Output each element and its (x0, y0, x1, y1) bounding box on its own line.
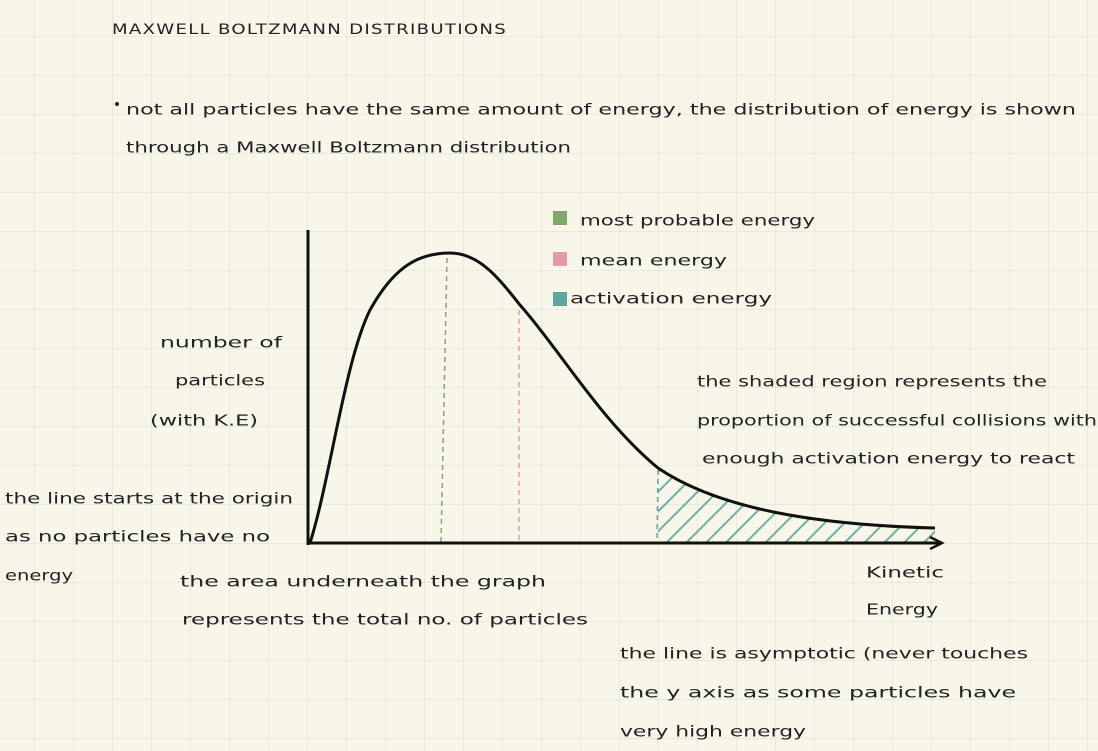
legend-label: mean energy (580, 252, 727, 270)
most-probable-line (440, 257, 448, 544)
annotation: the shaded region represents the (697, 373, 1047, 391)
x-axis-label: Energy (866, 601, 938, 619)
bullet-text: not all particles have the same amount o… (126, 101, 1076, 119)
y-axis-label: particles (175, 372, 265, 390)
annotation: enough activation energy to react (702, 450, 1075, 468)
x-arrow (929, 535, 945, 551)
bullet-dot (115, 102, 119, 106)
annotation: the line is asymptotic (never touches (620, 645, 1028, 663)
title: MAXWELL BOLTZMANN DISTRIBUTIONS (112, 22, 507, 38)
bullet-text: through a Maxwell Boltzmann distribution (126, 139, 571, 157)
shaded-region (658, 468, 935, 543)
annotation: represents the total no. of particles (182, 611, 588, 629)
y-axis-label: number of (160, 334, 283, 352)
x-axis-label: Kinetic (866, 564, 944, 582)
legend-label: activation energy (570, 290, 772, 308)
legend-label: most probable energy (580, 212, 815, 230)
legend-swatch (553, 211, 567, 225)
annotation: proportion of successful collisions with (697, 412, 1097, 430)
annotation: the line starts at the origin (5, 490, 293, 508)
legend-swatch (553, 292, 567, 306)
annotation: the y axis as some particles have (620, 684, 1016, 702)
annotation: very high energy (620, 723, 806, 741)
distribution-curve (308, 251, 936, 544)
legend-swatch (553, 252, 567, 266)
activation-line (656, 469, 659, 544)
annotation: the area underneath the graph (180, 573, 546, 591)
annotation: energy (5, 567, 73, 585)
y-axis-label: (with K.E) (150, 412, 258, 430)
annotation: as no particles have no (5, 528, 270, 546)
